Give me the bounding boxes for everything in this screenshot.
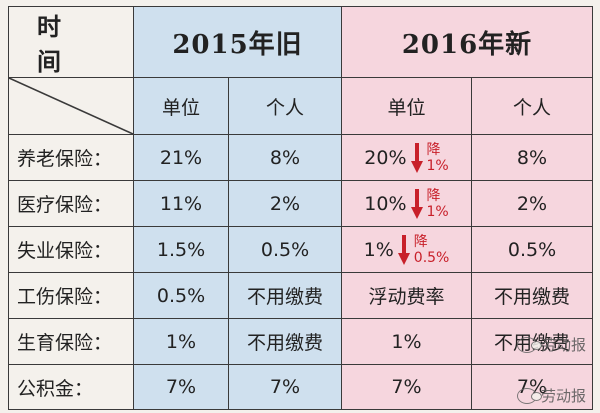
- old-unit-rate: 21%: [133, 134, 229, 181]
- new-unit-rate: 1%: [363, 238, 394, 261]
- diagonal-line: [9, 78, 133, 134]
- old-unit-rate: 0.5%: [133, 272, 229, 319]
- watermark: 劳动报: [516, 334, 586, 355]
- old-individual-rate: 7%: [228, 364, 342, 410]
- drop-label: 降: [413, 233, 428, 250]
- drop-label: 降: [426, 141, 441, 158]
- old-individual-rate: 不用缴费: [228, 272, 342, 319]
- row-label: 失业保险：: [8, 226, 134, 273]
- subheader-old-unit: 单位: [133, 77, 229, 135]
- insurance-rate-table: 时 间 2015年旧 2016年新 单位 个人 单位 个人 养老保险： 21% …: [8, 6, 593, 410]
- new-unit-rate: 10%: [364, 192, 407, 215]
- table-row: 医疗保险： 11% 2% 10% 降 1% 2%: [8, 180, 593, 227]
- row-label: 医疗保险：: [8, 180, 134, 227]
- old-unit-rate: 1.5%: [133, 226, 229, 273]
- table-row: 养老保险： 21% 8% 20% 降 1% 8%: [8, 134, 593, 181]
- old-individual-rate: 8%: [228, 134, 342, 181]
- subheader-old-individual: 个人: [228, 77, 342, 135]
- wechat-logo-icon: [516, 336, 542, 353]
- down-arrow-icon: [410, 142, 423, 173]
- old-unit-rate: 11%: [133, 180, 229, 227]
- new-individual-rate: 不用缴费: [471, 272, 593, 319]
- header-label-time: 时 间: [8, 6, 134, 78]
- new-unit-rate: 20%: [364, 146, 407, 169]
- new-unit-rate-cell: 1% 降 0.5%: [341, 226, 472, 273]
- header-year-2016: 2016年新: [341, 6, 593, 78]
- drop-value: 1%: [426, 203, 449, 220]
- new-unit-rate-cell: 20% 降 1%: [341, 134, 472, 181]
- watermark-text: 劳动报: [540, 387, 586, 405]
- old-individual-rate: 2%: [228, 180, 342, 227]
- subheader-new-individual: 个人: [471, 77, 593, 135]
- old-unit-rate: 7%: [133, 364, 229, 410]
- row-label: 公积金：: [8, 364, 134, 410]
- drop-value: 1%: [426, 157, 449, 174]
- old-individual-rate: 不用缴费: [228, 318, 342, 365]
- watermark-text: 劳动报: [540, 336, 586, 354]
- table-row: 工伤保险： 0.5% 不用缴费 浮动费率 不用缴费: [8, 272, 593, 319]
- table-row: 失业保险： 1.5% 0.5% 1% 降 0.5% 0.5%: [8, 226, 593, 273]
- diagonal-corner-cell: [8, 77, 134, 135]
- down-arrow-icon: [410, 188, 423, 219]
- new-unit-rate: 1%: [341, 318, 472, 365]
- new-individual-rate: 8%: [471, 134, 593, 181]
- table-row: 生育保险： 1% 不用缴费 1% 不用缴费: [8, 318, 593, 365]
- new-individual-rate: 2%: [471, 180, 593, 227]
- new-individual-rate: 0.5%: [471, 226, 593, 273]
- drop-value: 0.5%: [413, 249, 450, 266]
- new-unit-rate: 7%: [341, 364, 472, 410]
- table-row: 公积金： 7% 7% 7% 7%: [8, 364, 593, 410]
- row-label: 养老保险：: [8, 134, 134, 181]
- row-label: 工伤保险：: [8, 272, 134, 319]
- old-individual-rate: 0.5%: [228, 226, 342, 273]
- new-individual-rate: 不用缴费: [471, 318, 593, 365]
- header-year-2015: 2015年旧: [133, 6, 342, 78]
- new-unit-rate-cell: 10% 降 1%: [341, 180, 472, 227]
- watermark: 劳动报: [516, 385, 586, 406]
- wechat-logo-icon: [516, 387, 542, 404]
- down-arrow-icon: [397, 234, 410, 265]
- old-unit-rate: 1%: [133, 318, 229, 365]
- subheader-new-unit: 单位: [341, 77, 472, 135]
- new-unit-rate: 浮动费率: [341, 272, 472, 319]
- row-label: 生育保险：: [8, 318, 134, 365]
- drop-label: 降: [426, 187, 441, 204]
